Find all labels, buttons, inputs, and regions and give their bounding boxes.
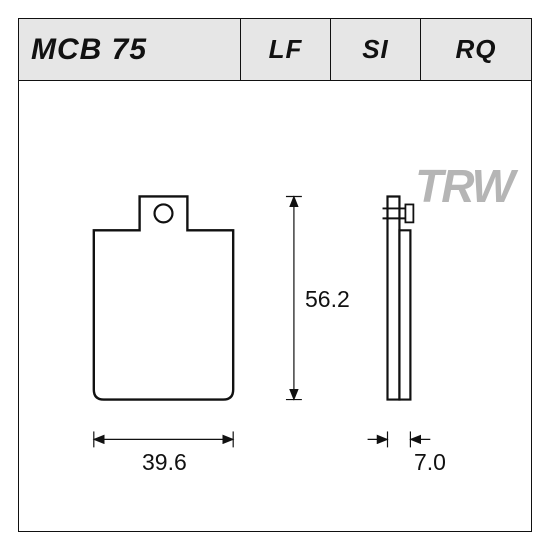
variant-code-1: LF — [241, 19, 331, 81]
diagram-area: TRW — [19, 81, 531, 531]
drawing-frame: MCB 75 LF SI RQ TRW — [18, 18, 532, 532]
model-code: MCB 75 — [19, 19, 241, 81]
height-value: 56.2 — [305, 286, 350, 313]
dimension-height — [286, 196, 302, 399]
technical-drawing — [19, 81, 531, 531]
width-value: 39.6 — [142, 449, 187, 476]
side-view — [383, 196, 414, 399]
header-bar: MCB 75 LF SI RQ — [19, 19, 531, 81]
front-view — [94, 196, 233, 399]
variant-code-2: SI — [331, 19, 421, 81]
dimension-width — [94, 431, 233, 447]
dimension-thickness — [368, 431, 431, 447]
thickness-value: 7.0 — [414, 449, 446, 476]
variant-code-3: RQ — [421, 19, 531, 81]
